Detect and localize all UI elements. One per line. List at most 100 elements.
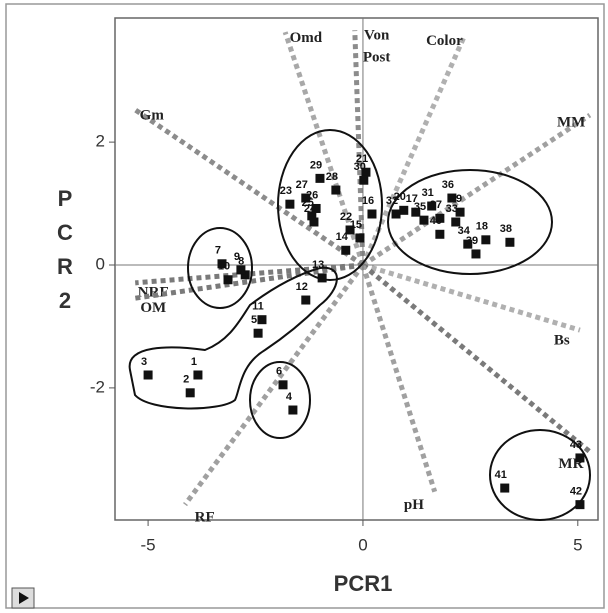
loading-vector: [361, 263, 592, 454]
point: [143, 370, 153, 380]
point: [311, 203, 321, 213]
loading-vector: [134, 262, 364, 301]
point-label: 3: [141, 356, 147, 368]
point-label: 18: [476, 221, 488, 233]
point: [361, 167, 371, 177]
point: [500, 483, 510, 493]
point-label: 41: [495, 469, 507, 481]
point: [345, 225, 355, 235]
point-label: 17: [406, 193, 418, 205]
point: [223, 275, 233, 285]
point-label: 28: [326, 171, 338, 183]
point: [185, 388, 195, 398]
point-label: 29: [310, 159, 322, 171]
point: [355, 233, 365, 243]
y-tick-label: 2: [96, 132, 105, 151]
point: [463, 239, 473, 249]
point: [451, 217, 461, 227]
point-label: 36: [442, 179, 454, 191]
point: [331, 185, 341, 195]
point: [193, 370, 203, 380]
point: [411, 207, 421, 217]
point-label: 30: [354, 161, 366, 173]
point-label: 6: [276, 366, 282, 378]
point: [447, 193, 457, 203]
loading-label: RF: [195, 509, 215, 525]
x-tick-label: -5: [141, 535, 156, 554]
loading-label: Gm: [140, 108, 165, 124]
x-tick-label: 0: [358, 535, 367, 554]
point-label: 8: [238, 256, 244, 268]
point: [341, 245, 351, 255]
y-tick-label: 0: [96, 254, 105, 273]
point-label: 21: [356, 153, 368, 165]
point: [301, 295, 311, 305]
point: [315, 173, 325, 183]
x-axis-label: PCR1: [334, 571, 393, 596]
point-label: 4: [286, 391, 293, 403]
point-label: 9: [234, 251, 240, 263]
loading-vector: [361, 112, 592, 268]
group-ellipse: [249, 361, 311, 439]
point: [317, 273, 327, 283]
point-label: 12: [296, 281, 308, 293]
loading-label: MM: [557, 114, 585, 130]
point-label: 42: [570, 486, 582, 498]
point: [257, 315, 267, 325]
point-label: 5: [251, 314, 257, 326]
point: [301, 193, 311, 203]
point-label: 1: [191, 356, 197, 368]
point-label: 40: [430, 215, 442, 227]
group-ellipse: [387, 169, 553, 275]
play-button[interactable]: [11, 587, 35, 609]
group-ellipse: [489, 429, 591, 521]
point: [309, 217, 319, 227]
loading-vector: [131, 106, 365, 268]
point: [435, 229, 445, 239]
point-label: 20: [394, 191, 406, 203]
point-label: 31: [422, 187, 434, 199]
point-label: 16: [362, 195, 374, 207]
point: [367, 209, 377, 219]
loading-label: pH: [404, 497, 424, 513]
point: [399, 205, 409, 215]
loading-label: Color: [426, 33, 463, 49]
point-label: 7: [215, 245, 221, 257]
x-tick-label: 5: [573, 535, 582, 554]
point-label: 33: [446, 203, 458, 215]
point: [391, 209, 401, 219]
y-tick-label: -2: [90, 377, 105, 396]
point: [575, 500, 585, 510]
point-label: 43: [570, 439, 582, 451]
point: [217, 259, 227, 269]
loading-vector: [360, 264, 438, 493]
loading-vector: [183, 263, 365, 507]
group-outlines: [128, 129, 591, 521]
point-label: 38: [500, 223, 512, 235]
point-label: 27: [296, 179, 308, 191]
point: [253, 328, 263, 338]
loading-label: Von Post: [363, 28, 391, 66]
loading-label: Bs: [554, 333, 570, 349]
point-label: 39: [466, 235, 478, 247]
point-label: 23: [280, 185, 292, 197]
point: [505, 237, 515, 247]
point: [307, 211, 317, 221]
point: [359, 175, 369, 185]
group-ellipse: [277, 129, 383, 281]
loading-label: Omd: [290, 30, 323, 46]
play-icon[interactable]: [19, 592, 29, 604]
point: [435, 213, 445, 223]
point: [288, 405, 298, 415]
point: [419, 215, 429, 225]
point: [285, 199, 295, 209]
point-label: 22: [340, 211, 352, 223]
loading-label: OM: [140, 300, 166, 316]
point: [278, 380, 288, 390]
point: [455, 207, 465, 217]
loading-vector: [362, 262, 581, 333]
point-label: 2: [183, 374, 189, 386]
point-label: 11: [252, 301, 264, 313]
point: [575, 453, 585, 463]
